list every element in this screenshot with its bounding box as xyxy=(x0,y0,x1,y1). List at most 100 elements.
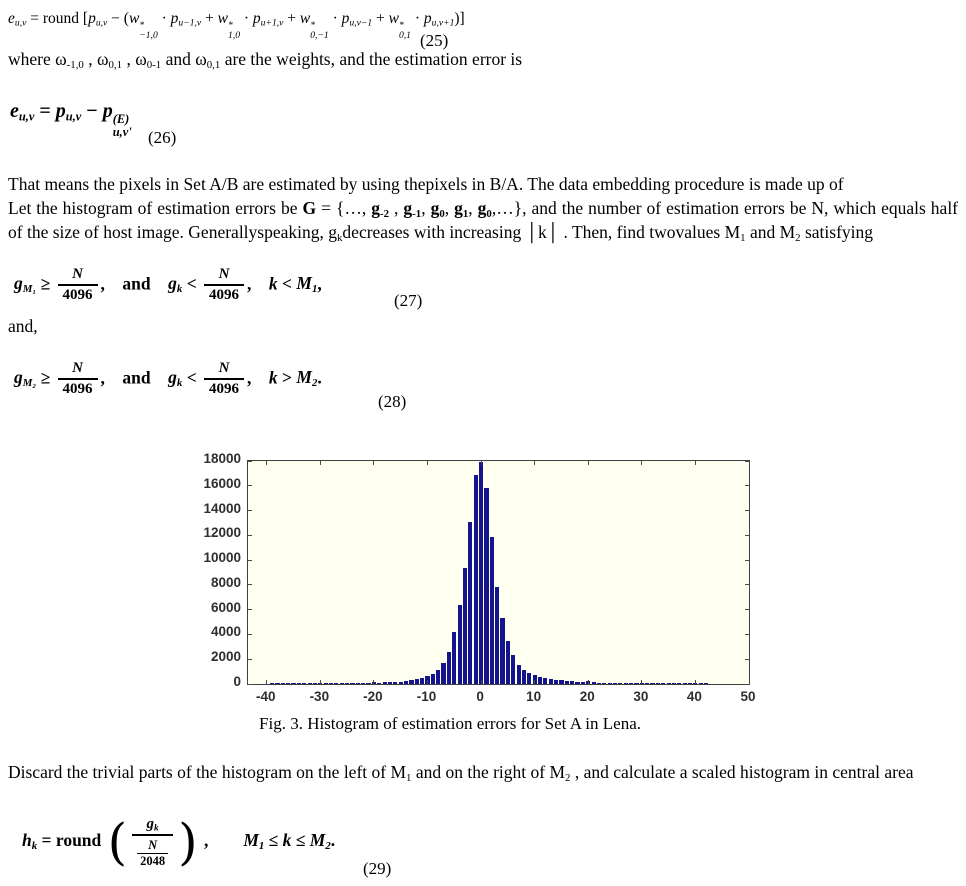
histogram-bar xyxy=(527,673,532,684)
histogram-bar xyxy=(655,683,660,684)
x-tick xyxy=(748,680,750,684)
y-tick xyxy=(745,559,749,561)
paragraph-discard: Discard the trivial parts of the histogr… xyxy=(8,762,914,785)
histogram-bar xyxy=(473,475,478,684)
histogram-bar xyxy=(677,683,682,684)
histogram-bar xyxy=(291,683,296,684)
y-tick xyxy=(745,460,749,462)
x-tick xyxy=(319,680,321,684)
x-tick-label: 40 xyxy=(686,689,702,704)
histogram-bar xyxy=(650,683,655,684)
fraction: N 2048 xyxy=(137,838,169,868)
histogram-bar xyxy=(484,488,489,684)
histogram-bar xyxy=(612,683,618,684)
histogram-bar xyxy=(591,682,596,684)
equation-27-number: (27) xyxy=(394,291,423,310)
histogram-bar xyxy=(345,683,350,684)
histogram-bar xyxy=(350,683,355,684)
histogram-bar xyxy=(602,682,607,684)
equation-29-number: (29) xyxy=(363,859,392,878)
histogram-bar xyxy=(398,681,403,684)
histogram-bar xyxy=(479,462,484,684)
x-tick-label: -40 xyxy=(255,689,276,704)
histogram-bar xyxy=(409,680,414,684)
histogram-bar xyxy=(420,678,425,684)
y-tick xyxy=(745,534,749,536)
y-tick xyxy=(248,633,252,635)
equation-27: gM₁ ≥ N 4096, and gk < N 4096, k < M1, xyxy=(14,266,322,305)
fraction: N 4096 xyxy=(204,360,245,399)
figure-3: -40 -30 -20 -10 0 10 20 30 40 50 0 2000 4000 6000 8000… xyxy=(203,451,803,714)
histogram-bar xyxy=(328,683,334,684)
equation-28-number: (28) xyxy=(378,392,407,411)
histogram-bar xyxy=(554,679,559,684)
histogram-bar xyxy=(334,683,339,684)
histogram-bar xyxy=(296,683,301,684)
equation-29: hk = round (gk N 2048) , M1 ≤ k ≤ M2. xyxy=(22,812,336,871)
histogram-bar xyxy=(307,683,312,684)
fraction: N 4096 xyxy=(57,266,98,305)
histogram-bar xyxy=(302,683,307,684)
x-tick xyxy=(319,461,321,465)
histogram-bar xyxy=(570,681,575,684)
histogram-bar xyxy=(623,683,628,684)
fraction: N 4096 xyxy=(57,360,98,399)
histogram-bar xyxy=(361,683,366,684)
histogram-bar xyxy=(671,683,677,684)
x-tick-label: 10 xyxy=(526,689,542,704)
equation-26-number: (26) xyxy=(148,128,177,147)
equation-26: eu,v = pu,v − p (E) u,v' xyxy=(10,100,132,140)
histogram-bar xyxy=(430,673,435,684)
equation-28: gM₂ ≥ N 4096, and gk < N 4096, k > M2. xyxy=(14,360,322,399)
x-tick xyxy=(587,461,589,465)
histogram-bar xyxy=(666,683,671,684)
y-tick xyxy=(745,683,749,685)
y-tick xyxy=(248,559,252,561)
histogram-bar xyxy=(698,683,703,684)
x-tick xyxy=(694,461,696,465)
y-tick-label: 8000 xyxy=(210,574,241,590)
histogram-bar xyxy=(339,683,344,684)
histogram-bar xyxy=(270,683,275,684)
y-tick-label: 4000 xyxy=(210,624,241,640)
histogram-bar xyxy=(387,682,393,684)
histogram-bar xyxy=(543,678,548,684)
y-tick-label: 12000 xyxy=(203,525,241,541)
histogram-bar xyxy=(355,683,360,684)
histogram-bar xyxy=(275,683,280,684)
y-tick xyxy=(248,460,252,462)
histogram-bar xyxy=(704,683,709,684)
y-tick-label: 16000 xyxy=(203,475,241,491)
y-tick xyxy=(248,584,252,586)
fraction: N 4096 xyxy=(204,266,245,305)
histogram-bar xyxy=(511,655,516,684)
x-tick xyxy=(427,461,428,465)
x-tick-label: 50 xyxy=(740,689,756,704)
histogram-bar xyxy=(682,683,687,684)
histogram-bar xyxy=(645,683,650,684)
y-tick xyxy=(248,534,252,536)
histogram-plot xyxy=(247,460,750,685)
histogram-bar xyxy=(286,683,291,684)
x-tick xyxy=(480,680,482,684)
histogram-bar xyxy=(505,640,510,684)
y-tick-label: 6000 xyxy=(210,599,241,615)
histogram-bar xyxy=(559,680,564,684)
histogram-bar xyxy=(403,681,409,684)
paragraph-intro: That means the pixels in Set A/B are est… xyxy=(8,174,844,194)
y-tick xyxy=(745,658,749,660)
histogram-bar xyxy=(521,670,527,684)
y-tick-label: 14000 xyxy=(203,500,241,516)
histogram-bar xyxy=(452,631,457,684)
histogram-bar xyxy=(280,683,285,684)
histogram-bar xyxy=(596,682,602,684)
paragraph-histogram: Let the histogram of estimation errors b… xyxy=(8,198,959,245)
y-tick-label: 10000 xyxy=(203,550,241,566)
y-tick-label: 0 xyxy=(233,674,241,689)
figure-caption: Fig. 3. Histogram of estimation errors f… xyxy=(259,714,641,733)
histogram-bar xyxy=(548,679,553,684)
histogram-bar xyxy=(661,683,666,684)
equation-25-number: (25) xyxy=(420,31,449,50)
x-tick-label: 20 xyxy=(579,689,595,704)
histogram-bar xyxy=(575,681,580,684)
